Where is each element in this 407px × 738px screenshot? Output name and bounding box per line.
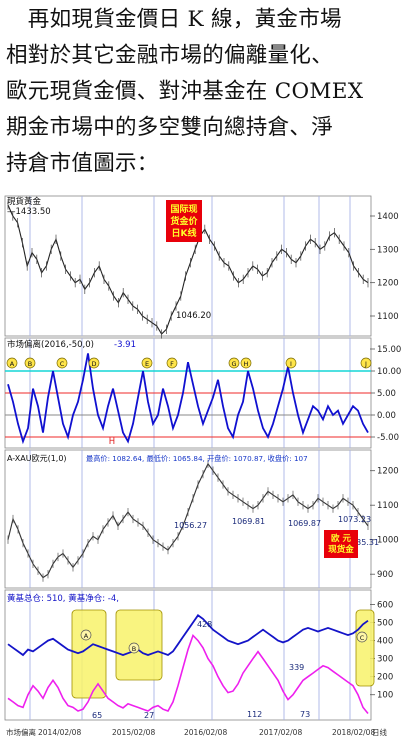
x-axis-label: 2018/02/08 (332, 728, 375, 737)
spot-gold-high-label: —1433.50 (7, 207, 51, 217)
x-axis-label: 2016/02/08 (184, 728, 227, 737)
y-tick-label: 10.00 (377, 367, 401, 377)
y-tick-label: 600 (377, 600, 393, 610)
marker-label: G (231, 360, 236, 368)
y-tick-label: 400 (377, 637, 393, 647)
position-annotation: 112 (247, 710, 262, 719)
y-tick-label: 1100 (377, 312, 399, 322)
total-position-line (7, 614, 369, 657)
badge-line: 欧 元 (331, 533, 351, 544)
y-tick-label: 5.00 (377, 389, 396, 399)
marker-label: B (28, 360, 32, 368)
position-annotation: 339 (289, 663, 304, 672)
marker-label: C (60, 360, 65, 368)
position-annotation: 73 (300, 710, 310, 719)
euro-gold-annotation: 1056.27 (174, 521, 207, 530)
paragraph-line-3: 歐元現貨金價、對沖基金在 COMEX (6, 79, 364, 104)
panel2-title: 市场偏离(2016,-50,0) (7, 339, 94, 350)
marker-circle (141, 357, 153, 369)
y-tick-label: 300 (377, 655, 393, 665)
spot-gold-low-label: 1046.20 (176, 311, 211, 321)
euro-gold-ohlc-label: 最高价: 1082.64, 最低价: 1065.84, 开盘价: 1070.87… (86, 454, 308, 463)
panel-frame (4, 449, 372, 589)
marker-circle (24, 357, 36, 369)
marker-label: E (145, 360, 149, 368)
marker-circle (6, 357, 18, 369)
highlight-box (355, 609, 375, 687)
panel-frame (4, 195, 372, 337)
paragraph-line-4: 期金市場中的多空雙向總持倉、淨 (6, 115, 334, 140)
marker-label: A (84, 632, 89, 640)
highlight-box (71, 609, 107, 699)
marker-circle (88, 357, 100, 369)
marker-circle (285, 357, 297, 369)
position-annotation: 65 (92, 711, 102, 720)
position-annotation: 27 (144, 711, 154, 720)
spot-gold-line (7, 204, 369, 335)
y-tick-label: 500 (377, 619, 393, 629)
marker-label: B (132, 645, 136, 653)
x-axis-suffix: 日线 (372, 727, 387, 737)
badge-line: 货金价 (170, 215, 198, 227)
y-tick-label: 1100 (377, 501, 399, 511)
euro-gold-annotation: 1069.87 (288, 519, 321, 528)
y-tick-label: 1400 (377, 212, 399, 222)
euro-gold-annotation: 1073.23 (338, 515, 371, 524)
marker-label: D (91, 360, 96, 368)
marker-circle (228, 357, 240, 369)
badge-line: 国际现 (170, 204, 197, 215)
paragraph-line-1: 再如現貨金價日 K 線，黃金市場 (6, 7, 342, 32)
panel3-title: A-XAU欧元(1,0) (7, 453, 67, 463)
euro-gold-badge (324, 530, 358, 558)
y-tick-label: 100 (377, 691, 393, 701)
paragraph-line-5: 持倉市值圖示： (6, 151, 159, 176)
x-axis-label: 2017/02/08 (259, 728, 302, 737)
marker-circle (80, 629, 92, 641)
net-position-line (7, 634, 369, 715)
y-tick-label: 900 (377, 570, 393, 580)
marker-label: I (290, 360, 292, 368)
panel1-title: 現貨黃金 (7, 196, 42, 207)
deviation-line (7, 353, 369, 445)
badge-line: 现货金 (328, 544, 354, 555)
x-axis-label: 2015/02/08 (112, 728, 155, 737)
spot-gold-badge (166, 200, 202, 242)
y-tick-label: 1000 (377, 536, 399, 546)
paragraph-line-2: 相對於其它金融市場的偏離量化、 (6, 43, 334, 68)
y-tick-label: 0.00 (377, 411, 396, 421)
marker-circle (356, 631, 368, 643)
y-tick-label: 15.00 (377, 345, 401, 355)
marker-label: F (170, 360, 174, 368)
marker-label: A (10, 360, 15, 368)
euro-gold-annotation: 1035.31 (346, 538, 379, 547)
panel4-title: 黄基总仓: 510, 黄基净仓: -4, (7, 593, 119, 604)
panel-frame (4, 589, 372, 721)
marker-label: H (244, 360, 249, 368)
y-tick-label: -5.00 (377, 433, 399, 443)
marker-circle (56, 357, 68, 369)
x-axis-prefix: 市场偏离 (6, 727, 36, 737)
y-tick-label: 1200 (377, 467, 399, 477)
paragraph: 再如現貨金價日 K 線，黃金市場 相對於其它金融市場的偏離量化、 歐元現貨金價、… (6, 2, 402, 182)
marker-circle (360, 357, 372, 369)
x-axis-label: 2014/02/08 (38, 728, 81, 737)
marker-circle (128, 642, 140, 654)
euro-gold-annotation: 1069.81 (232, 517, 265, 526)
highlight-box (115, 609, 163, 681)
marker-label: J (364, 360, 367, 368)
marker-label: C (360, 634, 365, 642)
deviation-bottom-marker: H (109, 437, 115, 447)
y-tick-label: 1300 (377, 245, 399, 255)
y-tick-label: 200 (377, 673, 393, 683)
position-annotation: 428 (197, 620, 212, 629)
y-tick-label: 1200 (377, 279, 399, 289)
deviation-value-label: -3.91 (114, 340, 136, 350)
marker-circle (166, 357, 178, 369)
badge-line: 日K线 (172, 227, 197, 239)
marker-circle (240, 357, 252, 369)
gold-chart-figure: 1400 1300 1200 1100 15.00 10.00 5.00 0.00 -5.00 1… (4, 195, 401, 737)
